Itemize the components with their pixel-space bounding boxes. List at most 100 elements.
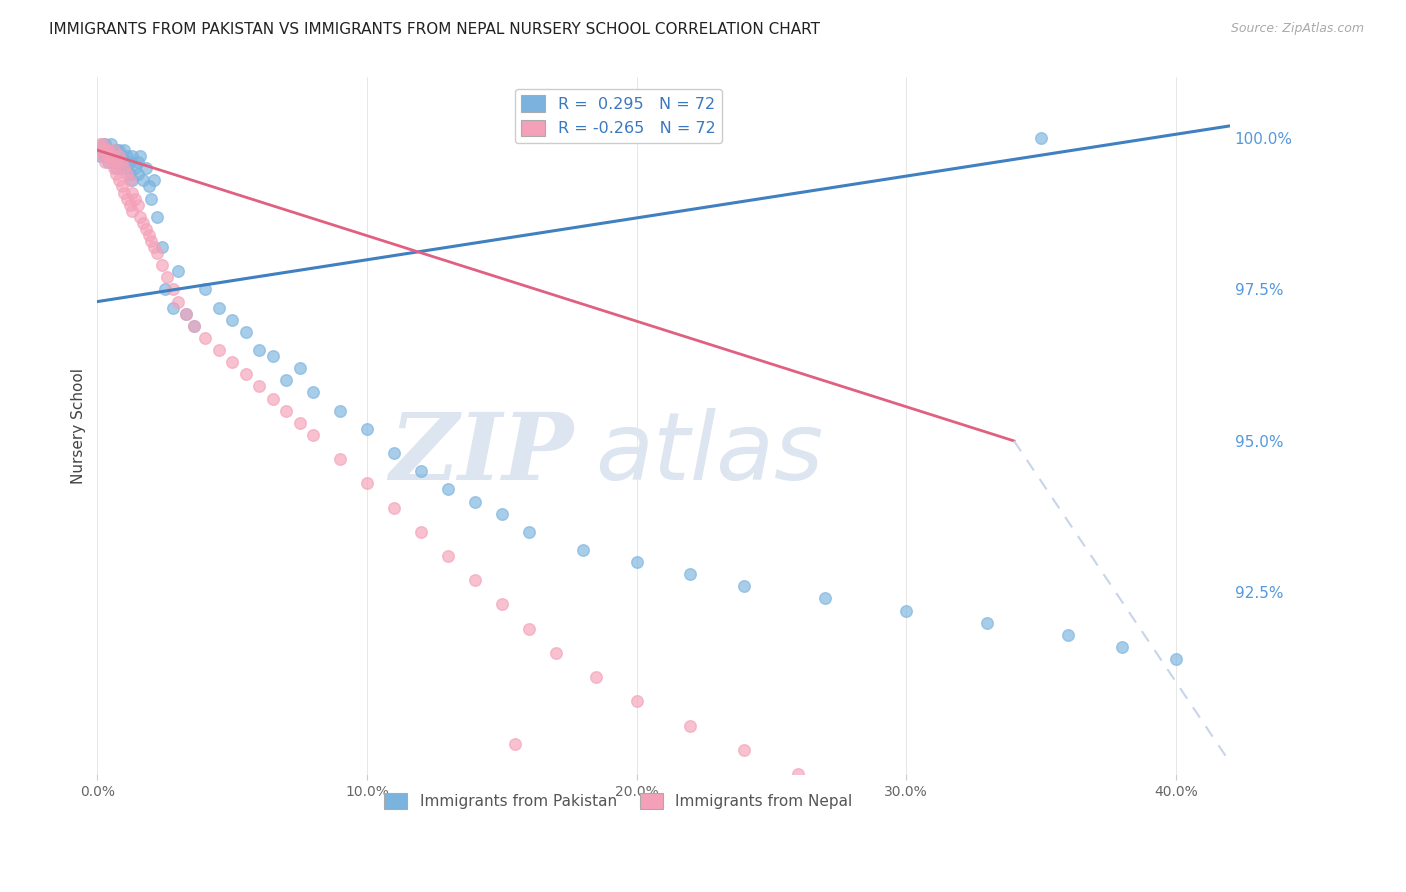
- Point: [118, 155, 141, 169]
- Point: [108, 155, 131, 169]
- Point: [1164, 652, 1187, 666]
- Text: atlas: atlas: [596, 409, 824, 500]
- Point: [97, 143, 120, 157]
- Point: [115, 167, 138, 181]
- Point: [115, 192, 138, 206]
- Point: [733, 579, 755, 593]
- Point: [356, 422, 378, 436]
- Point: [94, 143, 117, 157]
- Point: [153, 283, 176, 297]
- Point: [138, 179, 160, 194]
- Point: [679, 567, 702, 582]
- Point: [105, 167, 128, 181]
- Point: [97, 155, 120, 169]
- Point: [91, 137, 114, 152]
- Point: [247, 343, 270, 357]
- Point: [302, 428, 325, 442]
- Point: [127, 197, 149, 211]
- Point: [138, 227, 160, 242]
- Point: [176, 307, 198, 321]
- Y-axis label: Nursery School: Nursery School: [72, 368, 86, 483]
- Point: [517, 622, 540, 636]
- Point: [183, 318, 205, 333]
- Point: [329, 452, 352, 467]
- Point: [167, 264, 190, 278]
- Point: [141, 192, 163, 206]
- Point: [437, 483, 460, 497]
- Point: [194, 331, 217, 345]
- Text: Source: ZipAtlas.com: Source: ZipAtlas.com: [1230, 22, 1364, 36]
- Point: [787, 767, 810, 781]
- Point: [626, 555, 648, 569]
- Point: [91, 149, 114, 163]
- Point: [976, 615, 998, 630]
- Point: [437, 549, 460, 563]
- Point: [585, 670, 607, 684]
- Point: [143, 173, 166, 187]
- Point: [733, 743, 755, 757]
- Point: [156, 270, 179, 285]
- Point: [409, 464, 432, 478]
- Text: IMMIGRANTS FROM PAKISTAN VS IMMIGRANTS FROM NEPAL NURSERY SCHOOL CORRELATION CHA: IMMIGRANTS FROM PAKISTAN VS IMMIGRANTS F…: [49, 22, 820, 37]
- Point: [121, 173, 143, 187]
- Point: [124, 161, 146, 176]
- Point: [544, 646, 567, 660]
- Point: [100, 137, 122, 152]
- Point: [110, 161, 132, 176]
- Point: [150, 240, 173, 254]
- Point: [89, 137, 111, 152]
- Point: [162, 283, 184, 297]
- Point: [382, 446, 405, 460]
- Point: [110, 149, 132, 163]
- Point: [176, 307, 198, 321]
- Point: [132, 173, 155, 187]
- Point: [108, 149, 131, 163]
- Point: [103, 161, 125, 176]
- Point: [91, 137, 114, 152]
- Point: [91, 143, 114, 157]
- Point: [194, 283, 217, 297]
- Point: [100, 149, 122, 163]
- Point: [145, 246, 167, 260]
- Point: [94, 155, 117, 169]
- Point: [143, 240, 166, 254]
- Point: [121, 149, 143, 163]
- Point: [162, 301, 184, 315]
- Point: [112, 186, 135, 200]
- Point: [89, 149, 111, 163]
- Point: [145, 210, 167, 224]
- Point: [100, 155, 122, 169]
- Point: [302, 385, 325, 400]
- Point: [167, 294, 190, 309]
- Point: [409, 524, 432, 539]
- Point: [94, 143, 117, 157]
- Point: [262, 349, 284, 363]
- Point: [121, 186, 143, 200]
- Point: [503, 737, 526, 751]
- Point: [105, 155, 128, 169]
- Point: [1029, 131, 1052, 145]
- Point: [221, 355, 243, 369]
- Point: [183, 318, 205, 333]
- Point: [118, 197, 141, 211]
- Point: [127, 155, 149, 169]
- Legend: Immigrants from Pakistan, Immigrants from Nepal: Immigrants from Pakistan, Immigrants fro…: [378, 787, 858, 815]
- Point: [112, 161, 135, 176]
- Point: [235, 368, 257, 382]
- Point: [896, 603, 918, 617]
- Point: [288, 416, 311, 430]
- Point: [105, 161, 128, 176]
- Point: [517, 524, 540, 539]
- Point: [274, 373, 297, 387]
- Point: [135, 161, 157, 176]
- Point: [103, 155, 125, 169]
- Point: [208, 343, 231, 357]
- Point: [235, 325, 257, 339]
- Point: [100, 149, 122, 163]
- Text: ZIP: ZIP: [388, 409, 574, 499]
- Point: [97, 143, 120, 157]
- Point: [679, 719, 702, 733]
- Point: [112, 143, 135, 157]
- Point: [103, 143, 125, 157]
- Point: [274, 403, 297, 417]
